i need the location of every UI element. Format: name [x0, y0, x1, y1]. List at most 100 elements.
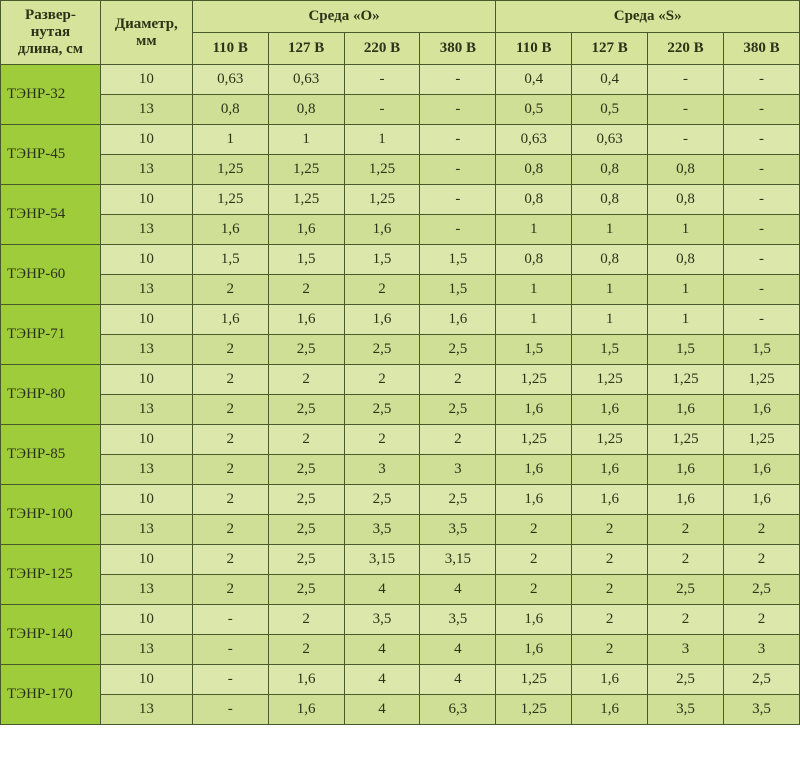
value-cell: 4: [420, 575, 496, 605]
value-cell: 4: [344, 665, 420, 695]
value-cell: 1,25: [648, 365, 724, 395]
value-cell: -: [648, 95, 724, 125]
table-row: 1322,53,53,52222: [1, 515, 800, 545]
value-cell: 4: [344, 575, 420, 605]
value-cell: 0,8: [268, 95, 344, 125]
value-cell: 1: [496, 305, 572, 335]
header-volt: 127 В: [268, 33, 344, 65]
header-volt: 220 В: [648, 33, 724, 65]
value-cell: 0,8: [572, 245, 648, 275]
value-cell: 0,8: [572, 185, 648, 215]
value-cell: 3,5: [344, 515, 420, 545]
value-cell: 1,25: [268, 155, 344, 185]
value-cell: -: [724, 125, 800, 155]
value-cell: 1,6: [648, 395, 724, 425]
value-cell: 2: [344, 425, 420, 455]
value-cell: 1,25: [192, 185, 268, 215]
table-row: ТЭНР-4510111-0,630,63--: [1, 125, 800, 155]
value-cell: 1,5: [192, 245, 268, 275]
value-cell: 1,25: [496, 365, 572, 395]
value-cell: 6,3: [420, 695, 496, 725]
table-row: 1322,5331,61,61,61,6: [1, 455, 800, 485]
value-cell: 1,25: [344, 185, 420, 215]
value-cell: 1,6: [496, 395, 572, 425]
header-volt: 380 В: [420, 33, 496, 65]
diameter-cell: 13: [100, 335, 192, 365]
value-cell: 2: [724, 545, 800, 575]
value-cell: 2,5: [268, 485, 344, 515]
table-body: ТЭНР-32100,630,63--0,40,4--130,80,8--0,5…: [1, 65, 800, 725]
table-row: ТЭНР-17010-1,6441,251,62,52,5: [1, 665, 800, 695]
value-cell: 2: [648, 545, 724, 575]
value-cell: 2: [572, 545, 648, 575]
model-cell: ТЭНР-60: [1, 245, 101, 305]
value-cell: 3,5: [648, 695, 724, 725]
value-cell: 2: [268, 275, 344, 305]
value-cell: 1,5: [648, 335, 724, 365]
value-cell: 4: [420, 665, 496, 695]
value-cell: 4: [420, 635, 496, 665]
diameter-cell: 10: [100, 305, 192, 335]
value-cell: 1: [648, 275, 724, 305]
table-row: 1322,544222,52,5: [1, 575, 800, 605]
diameter-cell: 13: [100, 635, 192, 665]
value-cell: -: [420, 215, 496, 245]
value-cell: 3,5: [420, 605, 496, 635]
value-cell: 1,6: [268, 305, 344, 335]
value-cell: 2: [648, 515, 724, 545]
table-row: 131,251,251,25-0,80,80,8-: [1, 155, 800, 185]
table-row: 132221,5111-: [1, 275, 800, 305]
diameter-cell: 10: [100, 365, 192, 395]
value-cell: 1,6: [572, 485, 648, 515]
value-cell: 1,6: [268, 665, 344, 695]
value-cell: 1,25: [724, 425, 800, 455]
header-length: Развер-нутаядлина, см: [1, 1, 101, 65]
value-cell: 1,25: [572, 365, 648, 395]
value-cell: 1,6: [496, 485, 572, 515]
value-cell: 1,6: [420, 305, 496, 335]
spec-table: Развер-нутаядлина, см Диаметр,мм Среда «…: [0, 0, 800, 725]
value-cell: -: [724, 305, 800, 335]
table-row: 1322,52,52,51,51,51,51,5: [1, 335, 800, 365]
value-cell: 1,6: [648, 485, 724, 515]
value-cell: 1: [344, 125, 420, 155]
value-cell: 2,5: [268, 515, 344, 545]
value-cell: 2,5: [420, 485, 496, 515]
diameter-cell: 10: [100, 245, 192, 275]
value-cell: 0,63: [496, 125, 572, 155]
value-cell: 0,8: [192, 95, 268, 125]
value-cell: 2,5: [344, 335, 420, 365]
value-cell: 1,5: [268, 245, 344, 275]
diameter-cell: 10: [100, 665, 192, 695]
diameter-cell: 13: [100, 215, 192, 245]
value-cell: 0,63: [572, 125, 648, 155]
value-cell: 2,5: [268, 575, 344, 605]
value-cell: -: [344, 95, 420, 125]
value-cell: 2: [268, 365, 344, 395]
value-cell: 1: [192, 125, 268, 155]
diameter-cell: 13: [100, 515, 192, 545]
value-cell: 2: [724, 605, 800, 635]
value-cell: 1: [496, 215, 572, 245]
diameter-cell: 10: [100, 545, 192, 575]
header-volt: 380 В: [724, 33, 800, 65]
value-cell: -: [344, 65, 420, 95]
value-cell: -: [420, 65, 496, 95]
value-cell: -: [724, 215, 800, 245]
value-cell: 3,15: [420, 545, 496, 575]
value-cell: 2,5: [420, 395, 496, 425]
value-cell: -: [724, 65, 800, 95]
value-cell: -: [420, 95, 496, 125]
value-cell: 1,5: [724, 335, 800, 365]
value-cell: 0,63: [268, 65, 344, 95]
value-cell: 2: [496, 545, 572, 575]
value-cell: -: [724, 95, 800, 125]
value-cell: 1,6: [192, 305, 268, 335]
value-cell: 1,6: [724, 485, 800, 515]
value-cell: 0,5: [496, 95, 572, 125]
value-cell: 1,25: [648, 425, 724, 455]
table-row: ТЭНР-851022221,251,251,251,25: [1, 425, 800, 455]
value-cell: 2: [192, 425, 268, 455]
value-cell: -: [420, 125, 496, 155]
value-cell: 2,5: [648, 575, 724, 605]
